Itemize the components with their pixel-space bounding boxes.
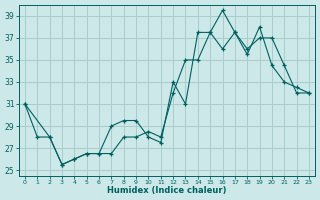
X-axis label: Humidex (Indice chaleur): Humidex (Indice chaleur): [107, 186, 227, 195]
